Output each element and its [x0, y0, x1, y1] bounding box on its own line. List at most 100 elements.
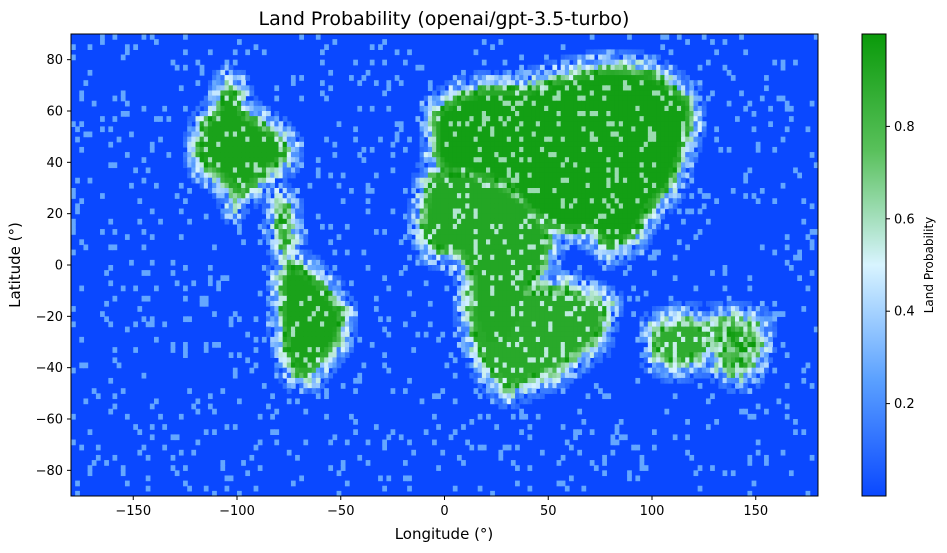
heatmap-cell [535, 316, 541, 323]
heatmap-cell [386, 285, 392, 292]
heatmap-cell [693, 100, 699, 107]
heatmap-cell [647, 198, 653, 204]
heatmap-cell [593, 188, 599, 194]
heatmap-cell [548, 208, 553, 215]
heatmap-cell [461, 188, 466, 194]
heatmap-cell [299, 300, 304, 307]
heatmap-cell [672, 311, 678, 317]
heatmap-cell [486, 100, 491, 107]
heatmap-cell [672, 95, 678, 102]
heatmap-cell [643, 311, 649, 317]
heatmap-cell [577, 172, 583, 179]
heatmap-cell [676, 316, 682, 323]
heatmap-cell [610, 59, 616, 66]
heatmap-cell [253, 105, 259, 112]
heatmap-cell [573, 69, 578, 76]
heatmap-cell [652, 80, 657, 86]
heatmap-cell [486, 188, 491, 194]
heatmap-cell [569, 193, 574, 199]
heatmap-cell [286, 311, 292, 317]
heatmap-cell [560, 188, 566, 194]
heatmap-cell [295, 300, 300, 307]
heatmap-cell [411, 188, 417, 194]
heatmap-cell [456, 295, 462, 302]
heatmap-cell [274, 265, 280, 271]
heatmap-cell [228, 177, 234, 184]
heatmap-cell [643, 162, 649, 169]
heatmap-cell [589, 244, 595, 251]
heatmap-cell [369, 105, 375, 112]
heatmap-cell [452, 265, 458, 271]
heatmap-cell [701, 331, 707, 338]
heatmap-cell [490, 239, 495, 246]
heatmap-cell [473, 85, 479, 92]
heatmap-cell [411, 182, 417, 189]
heatmap-cell [336, 342, 342, 348]
heatmap-cell [560, 157, 566, 163]
heatmap-cell [448, 90, 454, 97]
heatmap-cell [585, 275, 591, 281]
heatmap-cell [510, 311, 516, 317]
heatmap-cell [552, 69, 558, 76]
heatmap-cell [307, 290, 313, 297]
heatmap-cell [622, 152, 628, 158]
heatmap-cell [456, 80, 462, 86]
heatmap-cell [332, 141, 338, 148]
heatmap-cell [340, 300, 346, 307]
heatmap-cell [469, 85, 475, 92]
heatmap-cell [560, 331, 566, 338]
heatmap-cell [527, 198, 533, 204]
heatmap-cell [681, 316, 686, 323]
heatmap-cell [510, 105, 516, 112]
heatmap-cell [228, 198, 234, 204]
heatmap-cell [635, 229, 641, 235]
heatmap-cell [573, 116, 578, 122]
heatmap-cell [589, 136, 595, 143]
heatmap-cell [249, 116, 255, 122]
heatmap-cell [593, 306, 599, 312]
heatmap-cell [544, 208, 549, 215]
heatmap-cell [606, 162, 612, 169]
heatmap-cell [332, 326, 338, 333]
heatmap-cell [506, 177, 512, 184]
heatmap-cell [618, 75, 624, 81]
heatmap-cell [502, 311, 508, 317]
heatmap-cell [739, 331, 744, 338]
heatmap-cell [722, 311, 728, 317]
heatmap-cell [515, 352, 520, 358]
heatmap-cell [689, 116, 695, 122]
heatmap-cell [427, 177, 433, 184]
heatmap-cell [299, 357, 304, 364]
heatmap-cell [535, 64, 541, 71]
heatmap-cell [726, 352, 732, 358]
heatmap-cell [735, 116, 740, 122]
heatmap-cell [212, 177, 217, 184]
heatmap-cell [274, 157, 280, 163]
heatmap-cell [751, 111, 757, 117]
heatmap-cell [697, 331, 703, 338]
heatmap-cell [469, 300, 475, 307]
heatmap-cell [369, 59, 375, 66]
heatmap-cell [253, 162, 259, 169]
heatmap-cell [598, 182, 603, 189]
heatmap-cell [183, 285, 188, 292]
heatmap-cell [581, 280, 587, 287]
heatmap-cell [577, 64, 583, 71]
heatmap-cell [311, 254, 317, 261]
heatmap-cell [469, 152, 475, 158]
heatmap-cell [602, 69, 607, 76]
heatmap-cell [652, 69, 657, 76]
heatmap-cell [456, 316, 462, 323]
heatmap-cell [365, 188, 371, 194]
heatmap-cell [494, 182, 500, 189]
heatmap-cell [315, 311, 321, 317]
heatmap-cell [261, 172, 267, 179]
heatmap-cell [510, 182, 516, 189]
heatmap-cell [481, 75, 487, 81]
heatmap-cell [519, 254, 524, 261]
heatmap-cell [656, 347, 661, 353]
heatmap-cell [639, 116, 645, 122]
heatmap-cell [780, 311, 786, 317]
heatmap-cell [444, 182, 450, 189]
heatmap-cell [187, 316, 192, 323]
